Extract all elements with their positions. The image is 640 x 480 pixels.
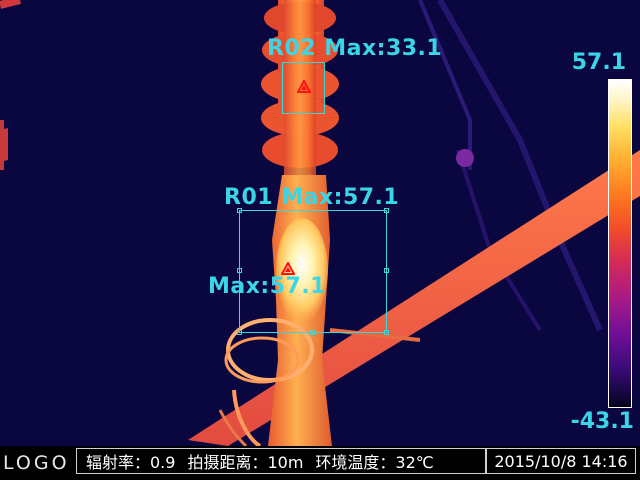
max-marker-r02-icon [297,80,311,93]
thermal-image [0,0,640,446]
scale-max-label: 57.1 [571,50,626,75]
region-r01-handle[interactable] [310,330,315,335]
region-r01-box[interactable] [239,210,387,333]
parameters-box: 辐射率：0.9 拍摄距离：10m 环境温度：32℃ [76,448,486,474]
region-r02-box[interactable] [282,62,325,114]
region-r01-label: R01 Max:57.1 [224,185,400,210]
logo: LOGO [3,452,70,474]
region-r01-handle[interactable] [384,330,389,335]
hotspot-max-label: Max:57.1 [208,274,327,299]
region-r01-handle[interactable] [384,208,389,213]
region-r01-handle[interactable] [237,268,242,273]
distance-text: 拍摄距离：10m [187,453,304,472]
temperature-colorbar [608,79,632,408]
datetime-text: 2015/10/8 14:16 [486,448,636,474]
scale-min-label: -43.1 [570,409,634,434]
region-r01-handle[interactable] [384,268,389,273]
status-bar: LOGO 辐射率：0.9 拍摄距离：10m 环境温度：32℃ 2015/10/8… [0,446,640,480]
region-r02-label: R02 Max:33.1 [267,36,443,61]
region-r01-handle[interactable] [237,330,242,335]
max-marker-r01-icon [281,262,295,275]
region-r01-handle[interactable] [237,208,242,213]
emissivity-text: 辐射率：0.9 [86,453,176,472]
ambient-temp-text: 环境温度：32℃ [315,453,434,472]
